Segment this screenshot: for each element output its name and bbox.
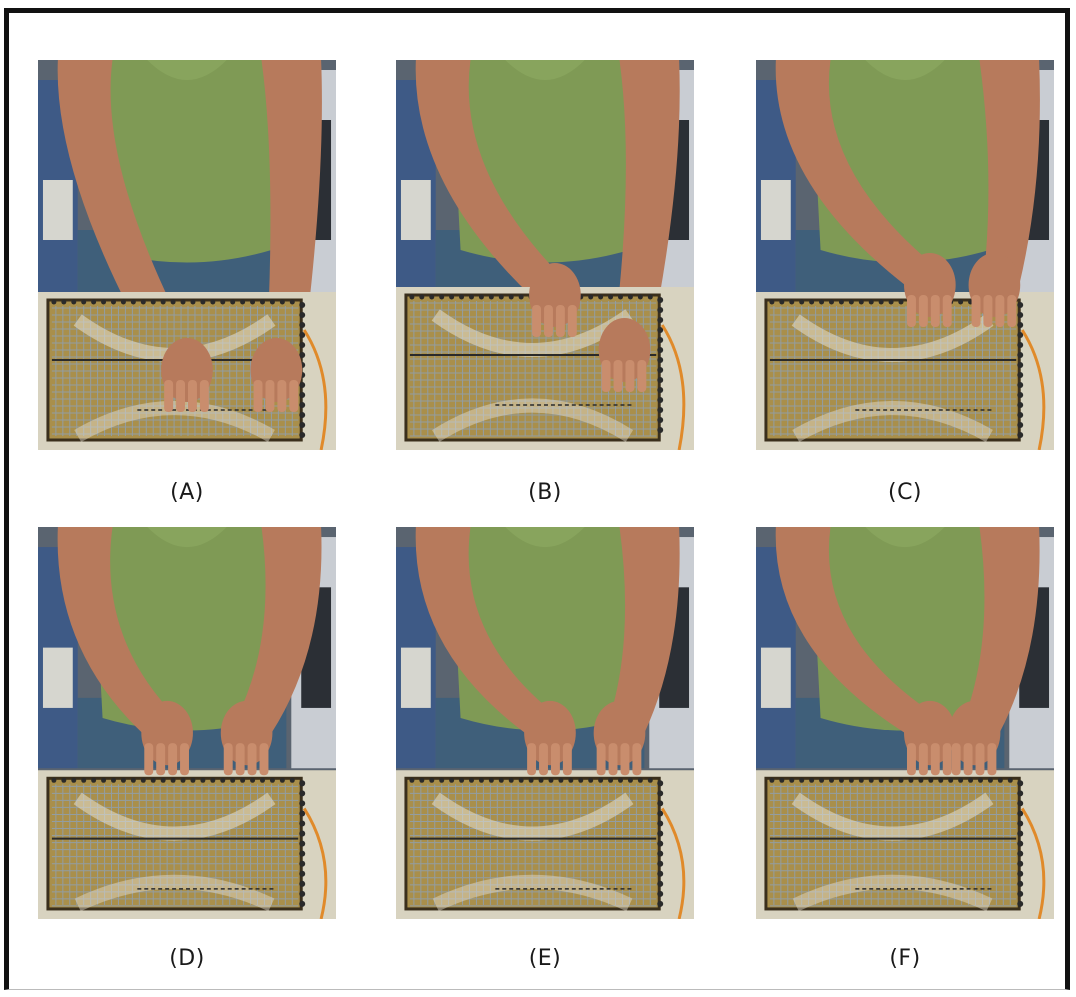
photo-illustration [38, 527, 336, 919]
caption-c: (C) [887, 480, 923, 505]
photo-panel-b [396, 60, 694, 450]
photo-illustration [38, 60, 336, 450]
caption-a: (A) [170, 480, 204, 505]
photo-panel-c [756, 60, 1054, 450]
photo-panel-a [38, 60, 336, 450]
caption-e: (E) [528, 946, 562, 971]
photo-illustration [396, 60, 694, 450]
photo-illustration [396, 527, 694, 919]
photo-panel-f [756, 527, 1054, 919]
photo-panel-e [396, 527, 694, 919]
photo-panel-d [38, 527, 336, 919]
photo-illustration [756, 60, 1054, 450]
photo-illustration [756, 527, 1054, 919]
caption-f: (F) [889, 946, 921, 971]
caption-b: (B) [528, 480, 562, 505]
caption-d: (D) [169, 946, 205, 971]
